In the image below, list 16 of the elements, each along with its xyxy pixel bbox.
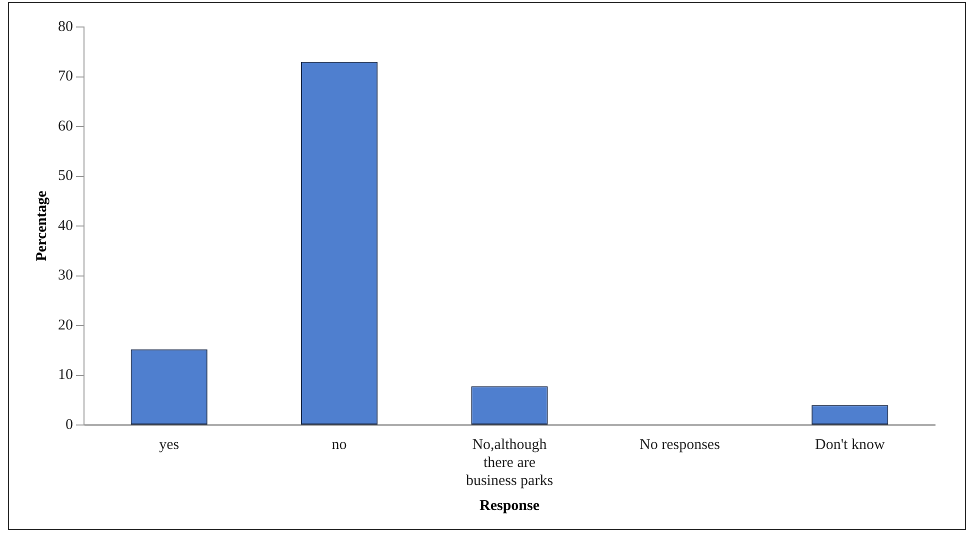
x-tick-label: No,although there are business parks xyxy=(466,436,554,489)
y-axis-title: Percentage xyxy=(34,190,50,262)
y-tick-label: 10 xyxy=(58,367,73,384)
y-tick-label: 70 xyxy=(58,68,73,85)
y-tick-label: 60 xyxy=(58,118,73,134)
y-tick-label: 30 xyxy=(58,268,73,284)
x-tick-label: No responses xyxy=(639,436,720,453)
y-tick-label: 40 xyxy=(58,218,73,234)
x-axis-title: Response xyxy=(479,498,540,514)
y-tick-label: 50 xyxy=(58,168,73,184)
y-tick-label: 20 xyxy=(58,317,73,334)
x-tick-label: Don't know xyxy=(815,436,885,453)
y-tick-label: 0 xyxy=(66,416,73,433)
y-tick-label: 80 xyxy=(58,18,73,35)
x-tick-label: yes xyxy=(159,436,180,453)
x-tick-label: no xyxy=(332,436,347,453)
